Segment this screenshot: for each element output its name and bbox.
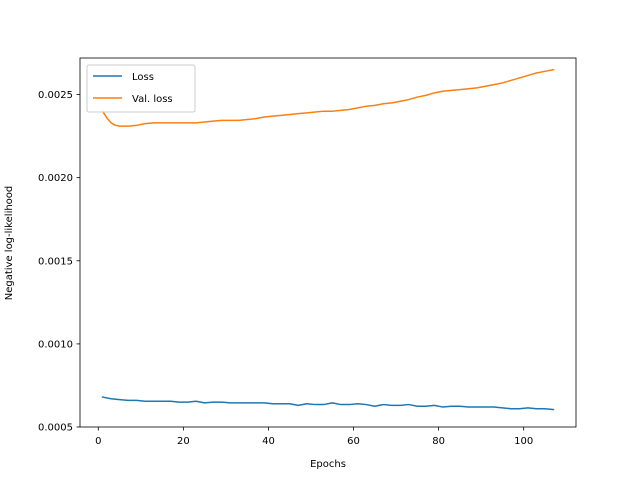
y-axis-label: Negative log-likelihood — [4, 186, 15, 301]
legend: Loss Val. loss — [86, 64, 196, 113]
legend-label-val-loss: Val. loss — [132, 94, 173, 105]
axes: 0 20 40 60 80 100 0.0005 0.0010 0.0015 0.0020 0.00… — [38, 57, 577, 447]
series-line-val-loss — [101, 68, 555, 127]
x-tick-label: 100 — [514, 436, 533, 447]
y-tick-label: 0.0020 — [38, 173, 73, 184]
x-tick-label: 60 — [347, 436, 360, 447]
plot-area — [101, 68, 555, 411]
legend-label-loss: Loss — [132, 72, 154, 83]
x-tick-label: 80 — [432, 436, 445, 447]
y-tick-label: 0.0010 — [38, 339, 73, 350]
series-line-loss — [101, 396, 555, 411]
x-tick-label: 20 — [177, 436, 190, 447]
axes-frame — [79, 57, 577, 428]
x-tick-label: 40 — [262, 436, 275, 447]
x-axis-label: Epochs — [310, 459, 346, 470]
y-tick-label: 0.0025 — [38, 90, 73, 101]
y-tick-label: 0.0015 — [38, 256, 73, 267]
y-tick-label: 0.0005 — [38, 423, 73, 434]
x-tick-label: 0 — [95, 436, 101, 447]
